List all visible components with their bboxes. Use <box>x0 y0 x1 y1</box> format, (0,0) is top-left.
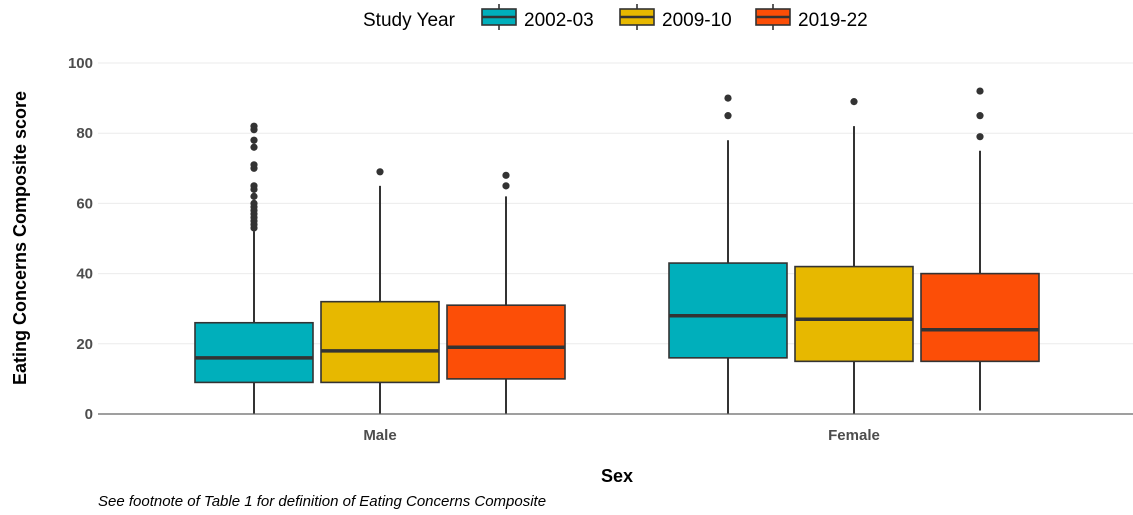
box-iqr <box>794 265 914 363</box>
y-tick-label: 80 <box>76 125 93 142</box>
y-tick-label: 20 <box>76 336 93 353</box>
outlier-point <box>976 112 984 120</box>
box-iqr <box>446 304 566 380</box>
y-tick-label: 0 <box>85 406 93 423</box>
outlier-point <box>250 143 258 151</box>
box-male-2002-03 <box>194 122 314 414</box>
outlier-point <box>250 182 258 190</box>
outlier-point <box>502 171 510 179</box>
y-axis-ticks: 0 20 40 60 80 100 <box>68 55 93 423</box>
legend-label: 2002-03 <box>524 10 594 31</box>
box-female-2009-10 <box>794 98 914 414</box>
outlier-point <box>250 199 258 207</box>
boxes <box>194 87 1040 414</box>
outlier-point <box>250 136 258 144</box>
x-tick-label: Female <box>828 427 880 444</box>
outlier-point <box>250 122 258 130</box>
outlier-point <box>976 133 984 141</box>
box-male-2009-10 <box>320 168 440 414</box>
x-tick-label: Male <box>363 427 396 444</box>
x-axis-title: Sex <box>601 466 633 486</box>
legend-item: 2002-03 <box>481 4 594 31</box>
box-iqr <box>194 321 314 384</box>
outlier-point <box>250 192 258 200</box>
legend: Study Year 2002-03 2009-10 2019-22 <box>363 4 868 31</box>
footnote: See footnote of Table 1 for definition o… <box>98 493 546 510</box>
legend-item: 2019-22 <box>755 4 868 31</box>
outlier-point <box>250 161 258 169</box>
outlier-point <box>724 112 732 120</box>
legend-title: Study Year <box>363 10 456 31</box>
box-iqr <box>668 262 788 359</box>
outlier-point <box>376 168 384 176</box>
legend-label: 2019-22 <box>798 10 868 31</box>
y-tick-label: 60 <box>76 195 93 212</box>
box-male-2019-22 <box>446 171 566 414</box>
box-iqr <box>920 272 1040 363</box>
y-tick-label: 40 <box>76 266 93 283</box>
box-iqr <box>320 300 440 384</box>
outlier-point <box>976 87 984 95</box>
legend-label: 2009-10 <box>662 10 732 31</box>
y-tick-label: 100 <box>68 55 93 72</box>
box-female-2002-03 <box>668 94 788 414</box>
box-female-2019-22 <box>920 87 1040 411</box>
outlier-point <box>850 98 858 106</box>
outlier-point <box>502 182 510 190</box>
x-axis-ticks: Male Female <box>363 427 880 444</box>
outlier-point <box>724 94 732 102</box>
y-axis-title: Eating Concerns Composite score <box>10 91 30 385</box>
legend-item: 2009-10 <box>619 4 732 31</box>
